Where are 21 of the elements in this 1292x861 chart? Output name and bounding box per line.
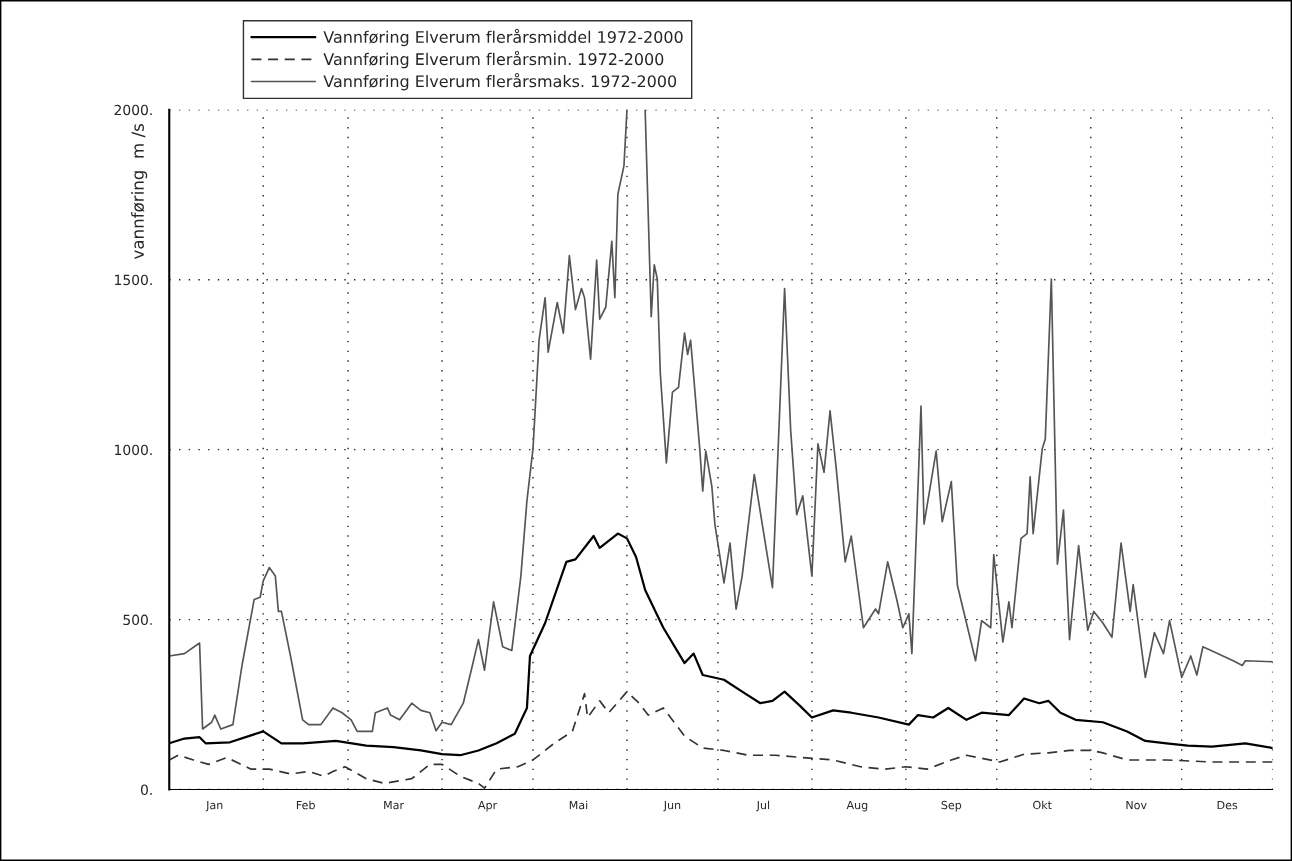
legend-label: Vannføring Elverum flerårsmiddel 1972-2000 bbox=[323, 28, 683, 47]
x-tick-label: Apr bbox=[478, 800, 498, 812]
y-tick-label: 1000. bbox=[115, 444, 152, 456]
legend-label: Vannføring Elverum flerårsmin. 1972-2000 bbox=[323, 50, 664, 69]
x-tick-label: Aug bbox=[846, 800, 868, 812]
x-tick-label: Sep bbox=[941, 800, 962, 812]
y-tick-label: 2000. bbox=[114, 104, 152, 116]
x-tick-label: Mar bbox=[384, 800, 405, 810]
y-axis-title: vannføring m /s bbox=[131, 124, 148, 260]
x-tick-label: Okt bbox=[1033, 800, 1052, 810]
x-tick-label: Jul bbox=[756, 800, 770, 812]
y-tick-label: 500. bbox=[123, 614, 152, 626]
x-tick-label: Feb bbox=[296, 800, 315, 810]
x-tick-label: Nov bbox=[1126, 800, 1147, 810]
x-tick-label: Jan bbox=[205, 800, 223, 812]
legend-label: Vannføring Elverum flerårsmaks. 1972-2000 bbox=[323, 73, 677, 91]
x-tick-label: Mai bbox=[569, 800, 588, 810]
x-tick-label: Jun bbox=[663, 800, 681, 812]
y-tick-label: 0. bbox=[140, 784, 152, 796]
y-tick-label: 1500. bbox=[115, 274, 152, 286]
x-tick-label: Des bbox=[1217, 800, 1238, 810]
